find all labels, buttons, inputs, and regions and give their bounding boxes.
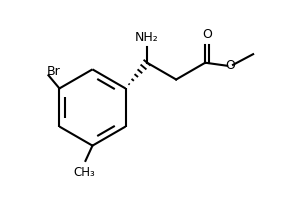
Text: O: O bbox=[202, 28, 212, 41]
Text: Br: Br bbox=[46, 64, 60, 78]
Text: NH₂: NH₂ bbox=[135, 31, 159, 44]
Text: CH₃: CH₃ bbox=[73, 166, 95, 179]
Text: O: O bbox=[225, 59, 235, 72]
